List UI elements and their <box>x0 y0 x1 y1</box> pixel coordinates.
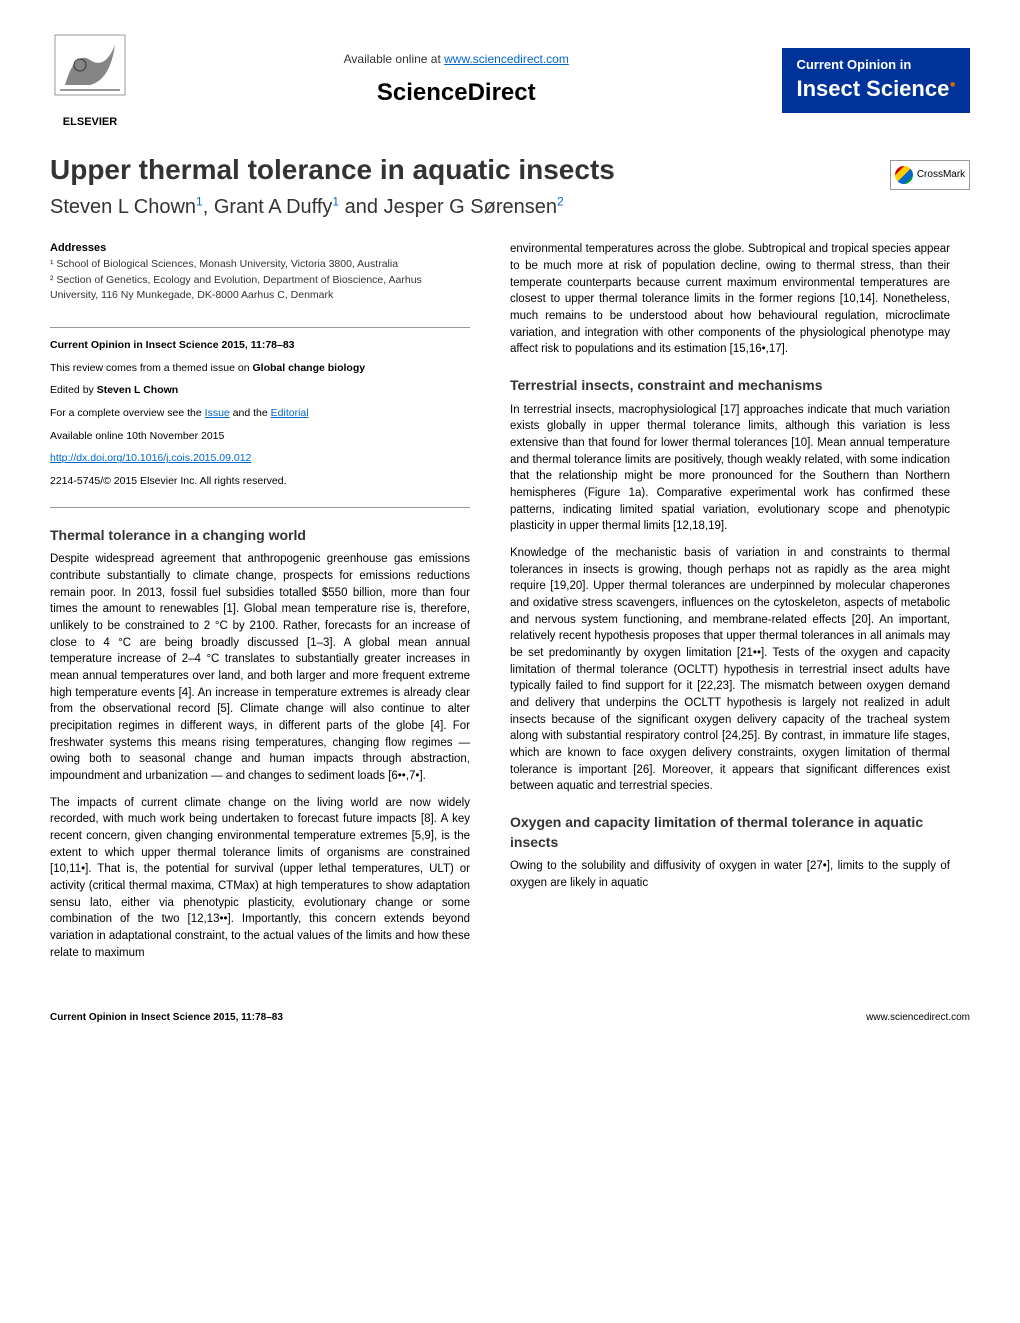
article-title: Upper thermal tolerance in aquatic insec… <box>50 150 890 189</box>
authors: Steven L Chown1, Grant A Duffy1 and Jesp… <box>50 193 890 221</box>
right-intro: environmental temperatures across the gl… <box>510 241 950 358</box>
author-3: Jesper G Sørensen <box>384 196 557 218</box>
header: ELSEVIER Available online at www.science… <box>50 30 970 130</box>
addresses-label: Addresses <box>50 241 470 256</box>
elsevier-text: ELSEVIER <box>50 115 130 130</box>
title-row: Upper thermal tolerance in aquatic insec… <box>50 150 970 221</box>
crossmark-badge[interactable]: CrossMark <box>890 160 970 190</box>
s1-paragraph-2: The impacts of current climate change on… <box>50 795 470 962</box>
footer-left: Current Opinion in Insect Science 2015, … <box>50 1011 283 1025</box>
available-online-text: Available online at www.sciencedirect.co… <box>130 51 782 68</box>
footer-right: www.sciencedirect.com <box>866 1011 970 1025</box>
elsevier-logo: ELSEVIER <box>50 30 130 130</box>
affiliation-1: ¹ School of Biological Sciences, Monash … <box>50 257 470 272</box>
section-heading-2: Terrestrial insects, constraint and mech… <box>510 376 950 396</box>
themed-issue: This review comes from a themed issue on… <box>50 361 470 376</box>
section-1-body: Despite widespread agreement that anthro… <box>50 551 470 961</box>
section-3-body: Owing to the solubility and diffusivity … <box>510 858 950 891</box>
editorial-link[interactable]: Editorial <box>271 407 309 419</box>
footer: Current Opinion in Insect Science 2015, … <box>50 1001 970 1025</box>
section-2-body: In terrestrial insects, macrophysiologic… <box>510 402 950 795</box>
center-header: Available online at www.sciencedirect.co… <box>130 51 782 109</box>
journal-line1: Current Opinion in <box>796 56 956 74</box>
s2-paragraph-2: Knowledge of the mechanistic basis of va… <box>510 545 950 795</box>
section-heading-1: Thermal tolerance in a changing world <box>50 526 470 546</box>
overview-links: For a complete overview see the Issue an… <box>50 406 470 421</box>
two-column-body: Addresses ¹ School of Biological Science… <box>50 241 970 971</box>
author-1: Steven L Chown <box>50 196 196 218</box>
crossmark-icon <box>895 166 913 184</box>
section-heading-3: Oxygen and capacity limitation of therma… <box>510 813 950 852</box>
right-column: environmental temperatures across the gl… <box>510 241 950 971</box>
sciencedirect-brand: ScienceDirect <box>130 76 782 110</box>
author-2: Grant A Duffy <box>214 196 333 218</box>
available-date: Available online 10th November 2015 <box>50 429 470 444</box>
journal-badge: Current Opinion in Insect Science● <box>782 48 970 113</box>
s2-paragraph-1: In terrestrial insects, macrophysiologic… <box>510 402 950 535</box>
doi-link[interactable]: http://dx.doi.org/10.1016/j.cois.2015.09… <box>50 452 251 464</box>
right-intro-paragraph: environmental temperatures across the gl… <box>510 241 950 358</box>
copyright: 2214-5745/© 2015 Elsevier Inc. All right… <box>50 474 470 489</box>
edited-by: Edited by Steven L Chown <box>50 383 470 398</box>
left-column: Addresses ¹ School of Biological Science… <box>50 241 470 971</box>
site-url-link[interactable]: www.sciencedirect.com <box>444 52 569 66</box>
citation: Current Opinion in Insect Science 2015, … <box>50 338 470 353</box>
s3-paragraph-1: Owing to the solubility and diffusivity … <box>510 858 950 891</box>
affiliation-2: ² Section of Genetics, Ecology and Evolu… <box>50 273 470 302</box>
issue-link[interactable]: Issue <box>205 407 230 419</box>
journal-line2: Insect Science● <box>796 74 956 105</box>
info-box: Current Opinion in Insect Science 2015, … <box>50 327 470 508</box>
s1-paragraph-1: Despite widespread agreement that anthro… <box>50 551 470 784</box>
